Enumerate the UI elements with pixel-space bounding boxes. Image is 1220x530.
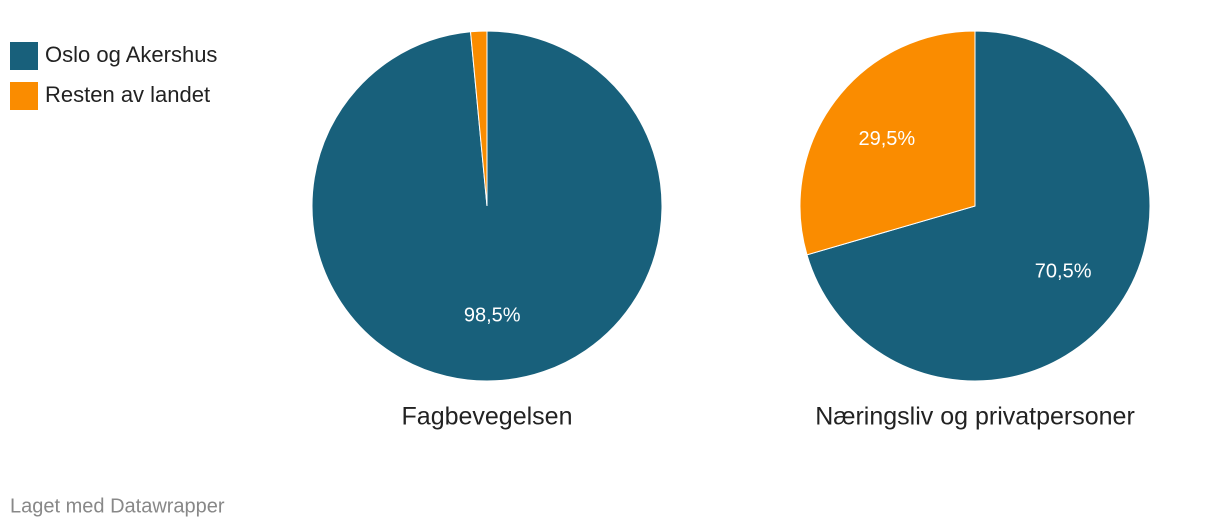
value-label: 70,5% bbox=[1035, 260, 1092, 282]
legend-swatch bbox=[10, 42, 38, 70]
value-label: 29,5% bbox=[858, 128, 915, 150]
pie-slice bbox=[806, 30, 1151, 382]
value-label: 98,5% bbox=[464, 304, 521, 326]
legend-label: Resten av landet bbox=[45, 82, 210, 107]
pie-slice bbox=[799, 30, 976, 256]
footer: Laget med Datawrapper bbox=[10, 495, 225, 517]
pie-title: Næringsliv og privatpersoner bbox=[815, 403, 1135, 431]
legend-label: Oslo og Akershus bbox=[45, 42, 217, 67]
pie-title: Fagbevegelsen bbox=[402, 403, 573, 431]
pie-slice bbox=[469, 30, 488, 207]
legend-swatch bbox=[10, 82, 38, 110]
